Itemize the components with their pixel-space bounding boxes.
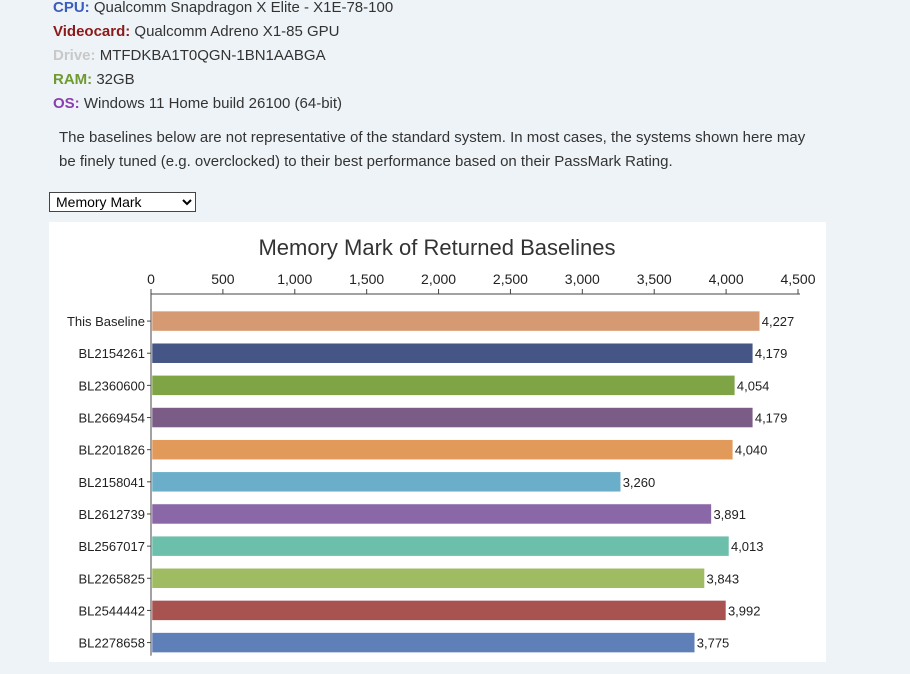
value-label: 3,843 <box>707 571 740 586</box>
spec-key: Videocard: <box>53 23 131 40</box>
spec-row: RAM: 32GB <box>53 68 393 92</box>
category-label: BL2360600 <box>78 378 145 393</box>
x-tick-label: 500 <box>211 271 235 287</box>
x-tick-label: 1,500 <box>349 271 384 287</box>
bar <box>151 439 734 460</box>
category-label: BL2544442 <box>78 603 145 618</box>
value-label: 4,013 <box>731 539 764 554</box>
category-label: BL2265825 <box>78 571 145 586</box>
x-tick-label: 4,500 <box>780 271 815 287</box>
spec-row: Drive: MTFDKBA1T0QGN-1BN1AABGA <box>53 44 393 68</box>
spec-value: MTFDKBA1T0QGN-1BN1AABGA <box>95 47 326 64</box>
spec-key: CPU: <box>53 0 90 16</box>
category-label: BL2158041 <box>78 475 145 490</box>
category-label: BL2567017 <box>78 539 145 554</box>
bar <box>151 342 754 364</box>
baseline-note: The baselines below are not representati… <box>59 129 806 170</box>
chart-container: Memory Mark of Returned Baselines 0 500 1,… <box>49 222 826 662</box>
category-label: BL2278658 <box>78 636 145 651</box>
category-label: BL2612739 <box>78 507 145 522</box>
bar <box>151 407 754 428</box>
chart-type-select[interactable]: Memory Mark <box>49 192 196 212</box>
spec-value: Windows 11 Home build 26100 (64-bit) <box>79 95 343 112</box>
bar-chart: Memory Mark of Returned Baselines 0 500 1,… <box>67 235 816 656</box>
bar <box>151 503 712 525</box>
bar <box>151 600 727 621</box>
x-tick-label: 0 <box>147 271 155 287</box>
x-tick-label: 1,000 <box>277 271 312 287</box>
bar <box>151 568 705 589</box>
spec-value: Qualcomm Adreno X1-85 GPU <box>130 23 340 40</box>
value-label: 3,260 <box>623 475 656 490</box>
value-label: 4,054 <box>737 378 770 393</box>
bar <box>151 375 736 396</box>
spec-row: Videocard: Qualcomm Adreno X1-85 GPU <box>53 20 393 44</box>
bar <box>151 310 760 332</box>
bar <box>151 535 730 557</box>
chart-type-select-wrap: Memory Mark <box>49 192 196 212</box>
bar <box>151 471 621 493</box>
value-label: 4,227 <box>762 314 795 329</box>
value-label: 3,992 <box>728 603 761 618</box>
x-tick-label: 2,000 <box>421 271 456 287</box>
category-label: BL2669454 <box>78 411 145 426</box>
category-label: BL2201826 <box>78 443 145 458</box>
value-label: 4,179 <box>755 411 788 426</box>
value-label: 4,179 <box>755 346 788 361</box>
spec-key: OS: <box>53 95 80 112</box>
spec-value: Qualcomm Snapdragon X Elite - X1E-78-100 <box>89 0 394 16</box>
x-tick-label: 4,000 <box>709 271 744 287</box>
category-label: BL2154261 <box>78 346 145 361</box>
category-label: This Baseline <box>67 314 145 329</box>
x-tick-label: 3,500 <box>637 271 672 287</box>
spec-row: CPU: Qualcomm Snapdragon X Elite - X1E-7… <box>53 0 393 20</box>
x-tick-label: 2,500 <box>493 271 528 287</box>
chart-title: Memory Mark of Returned Baselines <box>258 235 615 260</box>
spec-key: RAM: <box>53 71 93 88</box>
value-label: 3,891 <box>713 507 746 522</box>
value-label: 4,040 <box>735 443 768 458</box>
spec-value: 32GB <box>92 71 135 88</box>
spec-row: OS: Windows 11 Home build 26100 (64-bit) <box>53 92 393 116</box>
spec-key: Drive: <box>53 47 96 64</box>
value-label: 3,775 <box>697 636 730 651</box>
system-specs: CPU: Qualcomm Snapdragon X Elite - X1E-7… <box>53 0 393 116</box>
x-tick-label: 3,000 <box>565 271 600 287</box>
bar <box>151 632 696 653</box>
